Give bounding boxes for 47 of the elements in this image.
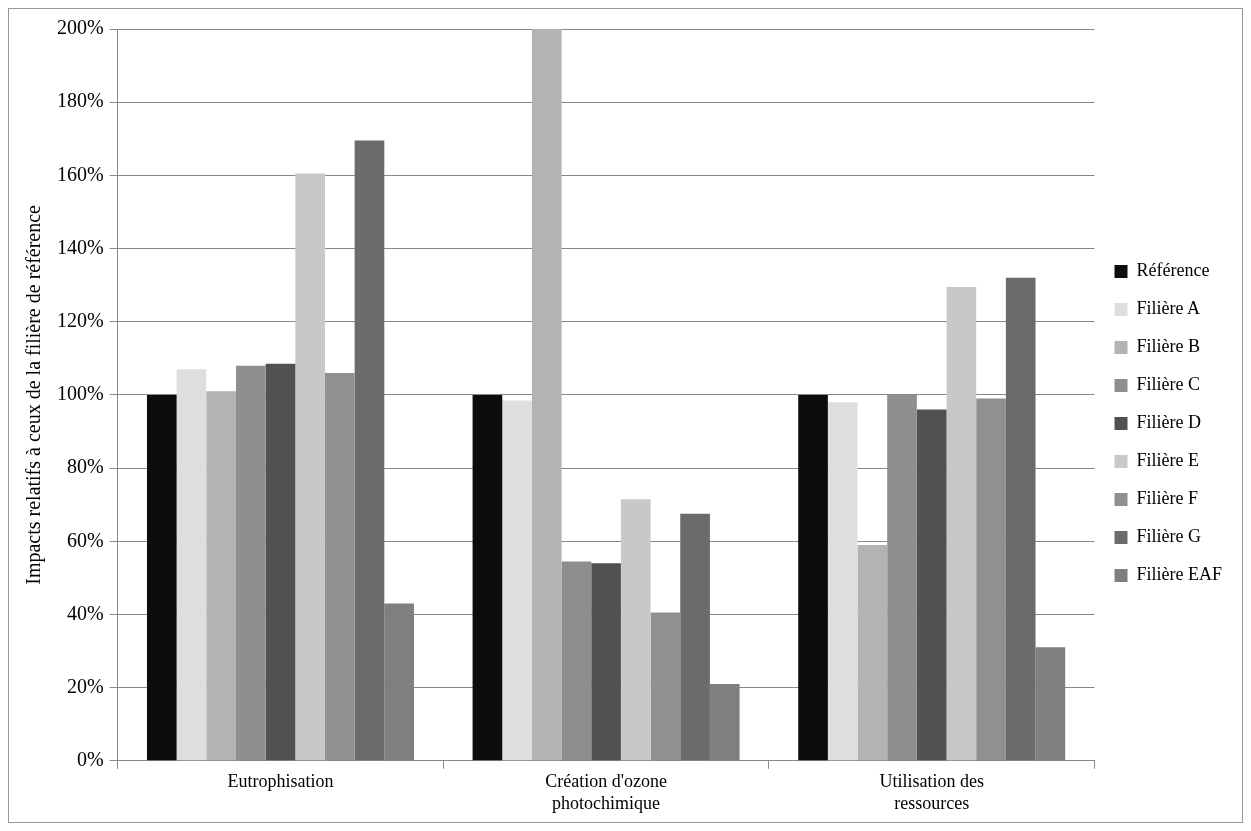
bar — [620, 499, 651, 761]
x-tick-label: Création d'ozone photochimique — [545, 771, 667, 813]
y-tick-label: 120% — [56, 308, 104, 331]
x-tick-label: Utilisation des ressources — [879, 771, 984, 813]
y-tick-label: 20% — [66, 674, 104, 697]
bar — [235, 365, 266, 761]
bar — [591, 563, 621, 761]
bar — [976, 398, 1006, 761]
legend-label: Filière E — [1136, 450, 1199, 471]
bar — [827, 402, 858, 761]
legend-label: Filière B — [1136, 336, 1201, 357]
legend-label: Filière C — [1136, 374, 1201, 395]
y-tick-label: 180% — [56, 89, 104, 112]
bar — [916, 409, 947, 761]
bar — [1005, 277, 1036, 761]
bar — [650, 612, 681, 761]
y-tick-label: 100% — [56, 382, 104, 405]
bar — [206, 391, 236, 761]
y-axis-title: Impacts relatifs à ceux de la filière de référence — [22, 204, 46, 585]
legend-label: Filière G — [1136, 526, 1202, 547]
bar — [680, 513, 710, 761]
bar — [146, 394, 177, 761]
y-tick-label: 140% — [56, 235, 104, 258]
bar — [295, 173, 325, 761]
x-tick-label: Eutrophisation — [227, 771, 334, 792]
y-tick-label: 80% — [66, 455, 104, 478]
bar — [502, 400, 532, 761]
bar — [176, 369, 207, 761]
y-tick-label: 160% — [56, 162, 104, 185]
bar — [857, 544, 888, 761]
bar — [561, 561, 592, 761]
y-tick-label: 60% — [66, 528, 104, 551]
legend-label: Référence — [1136, 260, 1210, 281]
bar — [946, 286, 977, 761]
y-tick-label: 200% — [56, 16, 104, 39]
y-tick-label: 40% — [66, 601, 104, 624]
bar — [265, 363, 296, 761]
legend-label: Filière A — [1136, 298, 1201, 319]
legend-label: Filière D — [1136, 412, 1202, 433]
bar — [354, 140, 385, 761]
legend-label: Filière F — [1136, 488, 1199, 509]
bar — [472, 394, 503, 761]
bar — [324, 372, 355, 761]
y-tick-label: 0% — [76, 748, 104, 771]
bar — [798, 394, 828, 761]
bar — [531, 29, 562, 761]
legend-label: Filière EAF — [1136, 564, 1223, 585]
